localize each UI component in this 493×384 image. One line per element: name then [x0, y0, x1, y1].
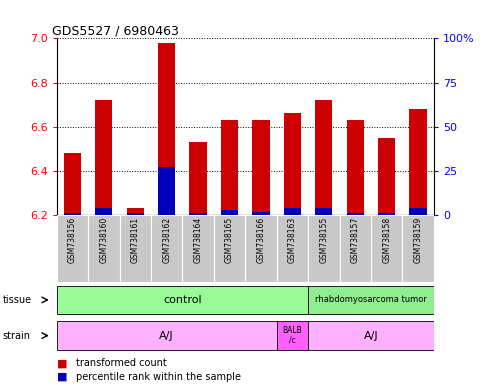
Text: GDS5527 / 6980463: GDS5527 / 6980463: [52, 25, 178, 38]
Text: GSM738156: GSM738156: [68, 217, 77, 263]
Bar: [245, 215, 277, 282]
Bar: [57, 286, 308, 314]
Bar: [182, 215, 214, 282]
Bar: [57, 321, 277, 350]
Bar: [308, 321, 434, 350]
Text: transformed count: transformed count: [76, 358, 167, 368]
Bar: [252, 120, 270, 215]
Text: A/J: A/J: [364, 331, 378, 341]
Bar: [402, 215, 434, 282]
Text: ■: ■: [57, 372, 67, 382]
Bar: [64, 213, 81, 215]
Bar: [127, 209, 144, 215]
Bar: [221, 120, 238, 215]
Bar: [410, 208, 427, 215]
Text: GSM738164: GSM738164: [194, 217, 203, 263]
Text: GSM738157: GSM738157: [351, 217, 360, 263]
Text: GSM738158: GSM738158: [382, 217, 391, 263]
Bar: [315, 208, 332, 215]
Bar: [410, 109, 427, 215]
Bar: [340, 215, 371, 282]
Text: GSM738162: GSM738162: [162, 217, 171, 263]
Bar: [284, 113, 301, 215]
Bar: [277, 215, 308, 282]
Text: GSM738160: GSM738160: [99, 217, 108, 263]
Text: GSM738161: GSM738161: [131, 217, 140, 263]
Bar: [95, 100, 112, 215]
Bar: [308, 215, 340, 282]
Bar: [378, 213, 395, 215]
Bar: [347, 213, 364, 215]
Text: GSM738165: GSM738165: [225, 217, 234, 263]
Bar: [127, 213, 144, 215]
Bar: [347, 120, 364, 215]
Text: strain: strain: [2, 331, 31, 341]
Bar: [284, 208, 301, 215]
Text: A/J: A/J: [159, 331, 174, 341]
Bar: [378, 138, 395, 215]
Bar: [189, 213, 207, 215]
Bar: [95, 208, 112, 215]
Bar: [64, 153, 81, 215]
Text: GSM738155: GSM738155: [319, 217, 328, 263]
Bar: [214, 215, 246, 282]
Bar: [151, 215, 182, 282]
Text: ■: ■: [57, 358, 67, 368]
Bar: [88, 215, 119, 282]
Bar: [158, 167, 176, 215]
Text: tissue: tissue: [2, 295, 32, 305]
Text: GSM738159: GSM738159: [414, 217, 423, 263]
Bar: [252, 212, 270, 215]
Bar: [158, 43, 176, 215]
Bar: [221, 210, 238, 215]
Bar: [315, 100, 332, 215]
Text: BALB
/c: BALB /c: [282, 326, 302, 345]
Text: GSM738163: GSM738163: [288, 217, 297, 263]
Bar: [189, 142, 207, 215]
Bar: [57, 215, 88, 282]
Text: control: control: [163, 295, 202, 305]
Text: percentile rank within the sample: percentile rank within the sample: [76, 372, 242, 382]
Bar: [308, 286, 434, 314]
Bar: [119, 215, 151, 282]
Text: GSM738166: GSM738166: [256, 217, 266, 263]
Bar: [277, 321, 308, 350]
Text: rhabdomyosarcoma tumor: rhabdomyosarcoma tumor: [315, 295, 427, 305]
Bar: [371, 215, 402, 282]
